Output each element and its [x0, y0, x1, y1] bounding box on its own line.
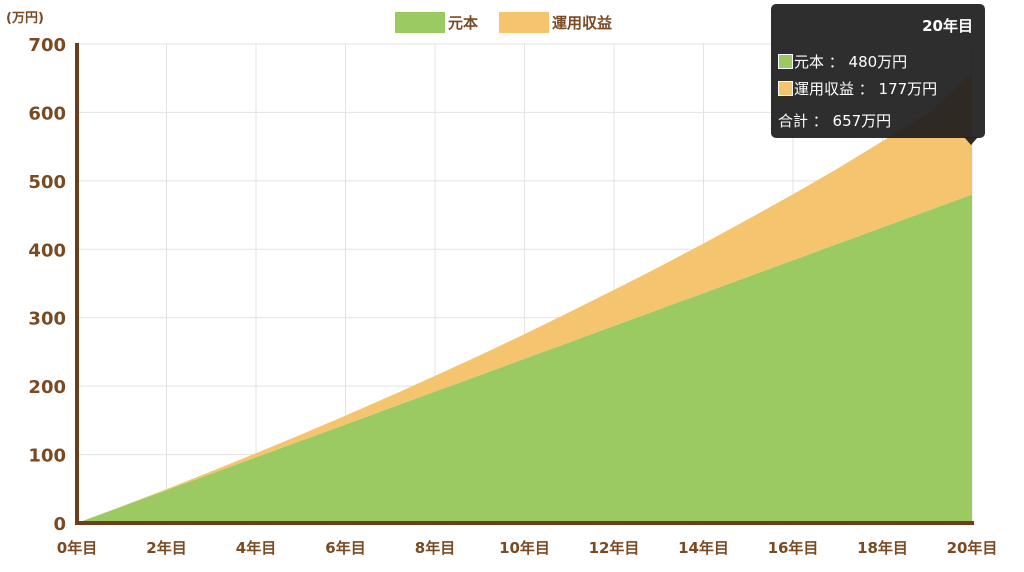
tooltip-text-returns: 運用収益 ： 177万円	[794, 80, 938, 98]
x-tick-label: 16年目	[768, 539, 819, 557]
x-tick-label: 14年目	[678, 539, 729, 557]
y-unit-label: (万円)	[6, 11, 44, 26]
y-tick-label: 200	[28, 377, 66, 398]
y-tick-label: 600	[28, 103, 66, 124]
y-tick-label: 300	[28, 309, 66, 330]
tooltip-title: 20年目	[922, 17, 973, 35]
tooltip-row-total: 合計 ： 657万円	[778, 110, 891, 131]
x-tick-label: 4年目	[236, 539, 276, 557]
tooltip-swatch-returns	[778, 81, 793, 96]
x-tick-label: 18年目	[857, 539, 908, 557]
y-tick-label: 100	[28, 446, 66, 467]
legend-swatch-1[interactable]	[499, 12, 549, 33]
legend-label-0[interactable]: 元本	[448, 14, 478, 32]
x-tick-label: 8年目	[415, 539, 455, 557]
tooltip-caret	[964, 137, 978, 145]
legend[interactable]: 元本 運用収益	[395, 12, 612, 33]
x-tick-label: 0年目	[57, 539, 97, 557]
x-tick-label: 20年目	[947, 539, 998, 557]
y-tick-label: 700	[28, 35, 66, 56]
y-tick-label: 0	[53, 514, 66, 535]
y-tick-label: 500	[28, 172, 66, 193]
plot-areas	[77, 73, 972, 524]
x-tick-labels: 0年目 2年目 4年目 6年目 8年目 10年目 12年目 14年目 16年目 18年目 20年目	[57, 539, 998, 557]
tooltip: 20年目 元本 ： 480万円 運用収益 ： 177万円 合計 ： 657万円	[771, 4, 985, 138]
x-tick-label: 10年目	[499, 539, 550, 557]
legend-swatch-0[interactable]	[395, 12, 445, 33]
y-tick-label: 400	[28, 240, 66, 261]
legend-label-1[interactable]: 運用収益	[552, 14, 612, 32]
x-tick-label: 6年目	[325, 539, 365, 557]
axes	[75, 43, 974, 525]
tooltip-row-returns: 運用収益 ： 177万円	[778, 78, 937, 99]
y-tick-labels: 0 100 200 300 400 500 600 700	[28, 35, 66, 535]
x-tick-label: 12年目	[589, 539, 640, 557]
tooltip-swatch-principal	[778, 54, 793, 69]
tooltip-row-principal: 元本 ： 480万円	[778, 51, 907, 72]
tooltip-text-total: 合計 ： 657万円	[778, 112, 892, 130]
tooltip-text-principal: 元本 ： 480万円	[794, 53, 908, 71]
x-tick-label: 2年目	[146, 539, 186, 557]
